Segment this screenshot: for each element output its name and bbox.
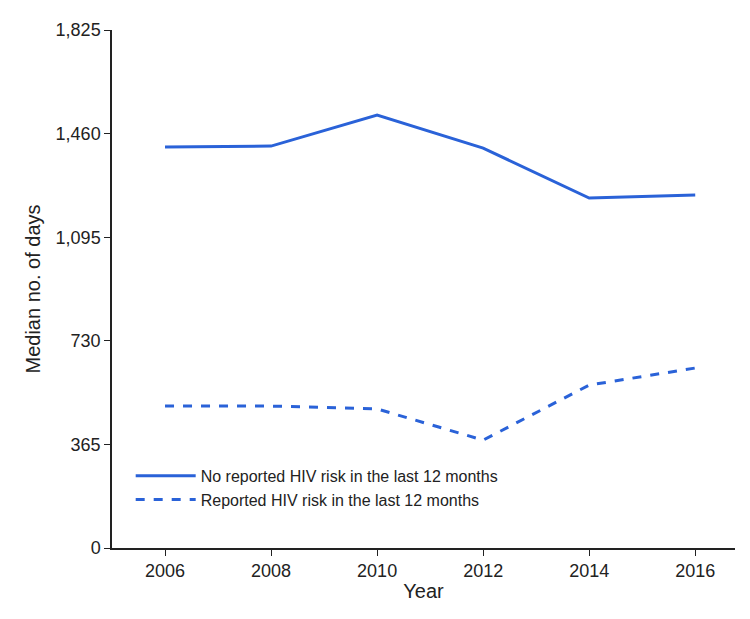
svg-text:2008: 2008 <box>251 561 291 581</box>
svg-text:Reported HIV risk in the last: Reported HIV risk in the last 12 months <box>201 492 479 509</box>
svg-text:1,460: 1,460 <box>56 124 101 144</box>
svg-text:2016: 2016 <box>675 561 715 581</box>
svg-text:2010: 2010 <box>357 561 397 581</box>
svg-text:2012: 2012 <box>463 561 503 581</box>
svg-text:Year: Year <box>403 580 444 602</box>
svg-text:365: 365 <box>71 435 101 455</box>
svg-text:0: 0 <box>91 538 101 558</box>
svg-text:Median no. of days: Median no. of days <box>22 205 44 374</box>
svg-text:No reported HIV risk in the la: No reported HIV risk in the last 12 mont… <box>201 468 498 485</box>
svg-text:2006: 2006 <box>145 561 185 581</box>
svg-text:2014: 2014 <box>569 561 609 581</box>
svg-text:1,825: 1,825 <box>56 20 101 40</box>
svg-text:1,095: 1,095 <box>56 228 101 248</box>
svg-text:730: 730 <box>71 331 101 351</box>
